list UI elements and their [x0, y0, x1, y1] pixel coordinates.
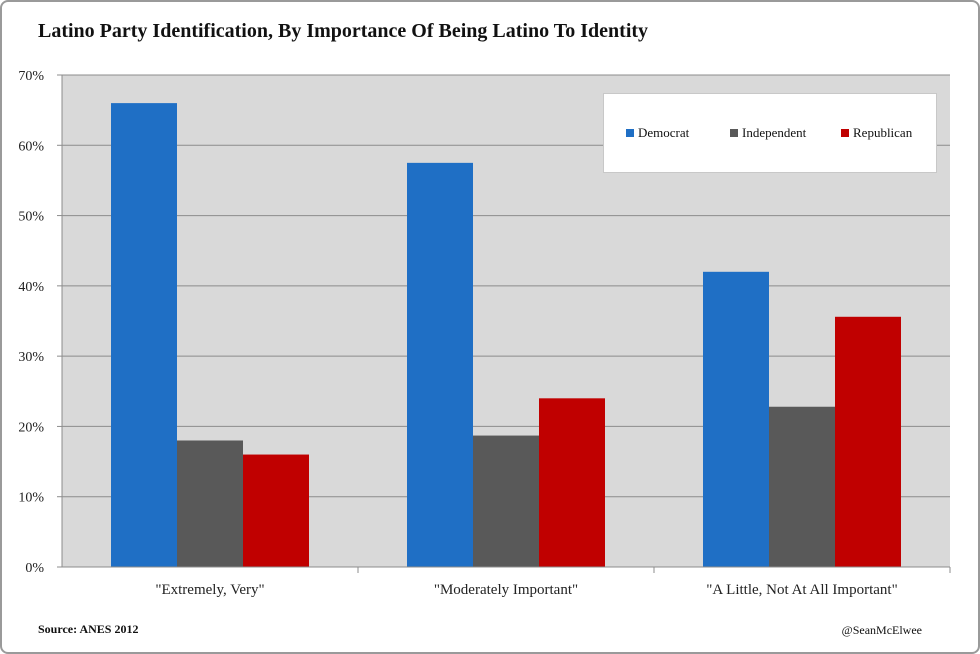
bar-republican [539, 398, 605, 567]
legend-swatch-republican [841, 129, 849, 137]
y-tick-label: 10% [18, 491, 44, 506]
legend-label-republican: Republican [853, 125, 913, 140]
x-tick-label: "Moderately Important" [434, 582, 578, 598]
legend: Democrat Independent Republican [603, 93, 937, 173]
bar-republican [243, 454, 309, 567]
x-axis: "Extremely, Very" "Moderately Important" "… [62, 566, 951, 598]
bar-independent [177, 440, 243, 567]
y-tick-label: 60% [18, 139, 44, 154]
bar-democrat [111, 103, 177, 567]
bar-independent [473, 435, 539, 567]
legend-label-independent: Independent [742, 125, 807, 140]
y-tick-label: 0% [25, 561, 44, 576]
bar-democrat [407, 162, 473, 567]
legend-item-republican: Republican [841, 125, 912, 141]
y-tick-label: 30% [18, 350, 44, 365]
author-credit: @SeanMcElwee [841, 623, 922, 637]
y-tick-label: 40% [18, 280, 44, 295]
legend-label-democrat: Democrat [638, 125, 690, 140]
bar-republican [835, 316, 901, 567]
source-note: Source: ANES 2012 [38, 622, 139, 636]
legend-swatch-democrat [626, 129, 634, 137]
y-tick-label: 70% [18, 69, 44, 84]
bar-democrat [703, 271, 769, 567]
bars [111, 103, 901, 567]
legend-item-democrat: Democrat [626, 125, 689, 141]
bar-independent [769, 406, 835, 567]
y-tick-label: 50% [18, 210, 44, 225]
legend-item-independent: Independent [730, 125, 806, 141]
chart-title: Latino Party Identification, By Importan… [38, 20, 649, 42]
x-tick-label: "Extremely, Very" [155, 582, 264, 598]
x-tick-label: "A Little, Not At All Important" [706, 582, 897, 598]
y-tick-label: 20% [18, 420, 44, 435]
legend-swatch-independent [730, 129, 738, 137]
y-axis: 0% 10% 20% 30% 40% 50% 60% 70% [18, 69, 63, 576]
